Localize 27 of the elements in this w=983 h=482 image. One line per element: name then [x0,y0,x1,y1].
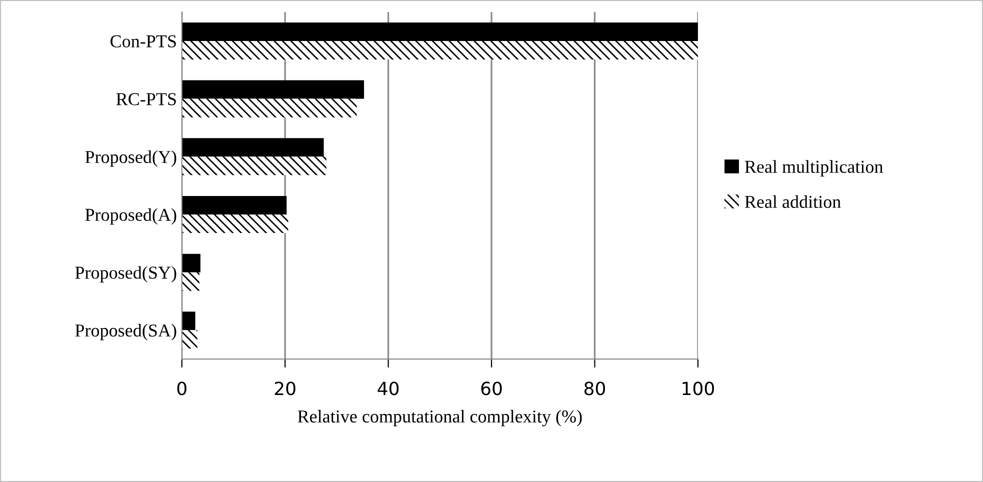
bar [182,214,288,233]
bar [182,138,324,157]
bar [182,40,698,60]
y-tick-label: Proposed(SY) [75,266,176,282]
y-tick-label: Proposed(Y) [85,150,176,167]
x-tick-label: 100 [682,382,714,396]
bar [182,272,200,291]
x-tick-label: 20 [274,382,296,396]
x-axis-title: Relative computational complexity (%) [298,410,582,426]
x-tick-label: 0 [177,382,186,396]
bar [182,22,698,41]
x-tick-label: 40 [378,382,399,396]
bar [182,156,326,176]
y-tick-label: Con-PTS [110,35,176,48]
legend-label: Real multiplication [744,160,883,177]
bar [182,312,196,330]
y-tick-label: Proposed(A) [85,208,176,225]
y-tick-label: Proposed(SA) [75,324,176,340]
bar [182,80,364,99]
bar [182,98,357,118]
bar [182,196,287,214]
y-tick-label: RC-PTS [116,93,176,106]
x-tick-label: 80 [584,382,606,396]
legend-label: Real addition [744,195,841,208]
bar [182,254,200,272]
x-tick-label: 60 [481,382,502,396]
bar [182,330,198,349]
